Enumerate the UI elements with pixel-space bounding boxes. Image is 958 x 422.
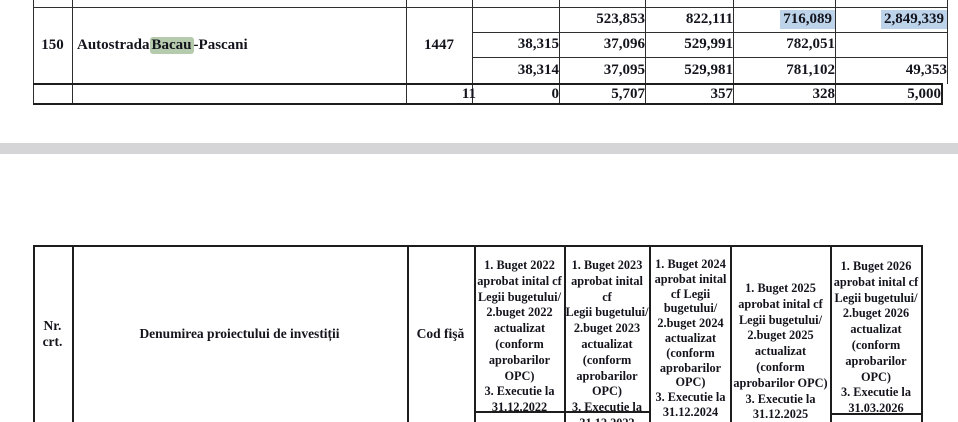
table-border <box>645 0 646 105</box>
header-nr-crt: Nr. crt. <box>42 317 63 349</box>
selected-cell-highlight: 716,089 <box>780 10 835 29</box>
header-buget-2022: 1. Buget 2022 aprobat inital cf Legii bu… <box>477 258 562 415</box>
table-border <box>472 0 473 105</box>
table-border <box>474 411 651 413</box>
cell-value: 781,102 <box>786 61 835 78</box>
table-border <box>72 0 73 105</box>
cell-value: 822,111 <box>685 11 733 28</box>
table-border <box>947 0 948 84</box>
header-denumire-proiect: Denumirea proiectului de investiții <box>139 325 340 341</box>
table-border <box>407 245 409 422</box>
cell-value: 523,853 <box>596 11 645 28</box>
cell-value: 37,096 <box>603 36 645 53</box>
cell-cod-fisa: 11 <box>461 85 476 102</box>
cell-cod-fisa: 1447 <box>424 37 454 54</box>
cell-value: 5,000 <box>907 85 941 102</box>
table-border <box>472 57 948 58</box>
cell-value: 716,089 <box>733 7 840 32</box>
cell-value: 2,849,339 <box>835 7 952 32</box>
cell-value: 37,095 <box>603 61 645 78</box>
cell-value: 529,991 <box>684 36 733 53</box>
table-border <box>835 0 836 105</box>
cell-value: 529,981 <box>684 61 733 78</box>
header-buget-2024: 1. Buget 2024 aprobat inital cf Legii bu… <box>654 257 727 419</box>
cell-value: 49,353 <box>905 61 947 78</box>
project-name-prefix: Autostrada <box>77 37 150 54</box>
table-border <box>33 7 948 8</box>
table-border <box>33 245 923 247</box>
header-cod-fisa: Cod fişă <box>416 325 465 341</box>
cell-value: 328 <box>812 85 836 102</box>
table-border <box>564 245 566 422</box>
selected-cell-highlight: 2,849,339 <box>881 10 947 29</box>
page-separator <box>0 143 958 154</box>
cell-value: 5,707 <box>611 85 645 102</box>
table-border <box>72 245 74 422</box>
table-border <box>33 245 35 422</box>
cell-value: 38,315 <box>517 36 559 53</box>
table-border <box>472 32 948 33</box>
cell-project-name: Autostrada Bacau -Pascani <box>77 8 405 83</box>
table-border <box>941 84 943 105</box>
table-border <box>406 0 407 105</box>
header-buget-2026: 1. Buget 2026 aprobat inital cf Legii bu… <box>833 259 919 416</box>
header-buget-2023: 1. Buget 2023 aprobat inital cf Legii bu… <box>565 258 649 422</box>
header-buget-2025: 1. Buget 2025 aprobat inital cf Legii bu… <box>733 281 828 422</box>
table-border <box>830 413 923 415</box>
search-match-highlight: Bacau <box>149 37 194 54</box>
table-border <box>649 245 651 422</box>
table-border <box>559 0 560 105</box>
table-border <box>33 103 943 105</box>
cell-value: 0 <box>551 85 560 102</box>
table-border <box>474 245 476 422</box>
table-border <box>733 0 734 105</box>
table-border <box>830 245 832 422</box>
cell-value: 782,051 <box>786 36 835 53</box>
cell-value: 357 <box>710 85 734 102</box>
table-border <box>33 0 34 105</box>
project-name-suffix: -Pascani <box>193 37 248 54</box>
table-border <box>33 83 943 85</box>
table-border <box>730 245 732 422</box>
cell-nr-crt: 150 <box>41 37 64 54</box>
cell-value: 38,314 <box>517 61 559 78</box>
table-border <box>921 245 923 422</box>
